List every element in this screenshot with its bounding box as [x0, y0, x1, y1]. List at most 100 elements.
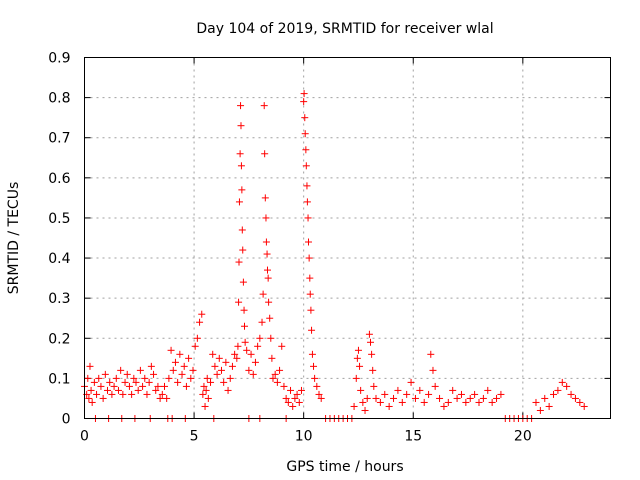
data-point — [357, 386, 365, 394]
data-point — [301, 130, 309, 138]
data-point — [302, 162, 310, 170]
data-point — [201, 402, 209, 410]
data-point — [169, 366, 177, 374]
data-point — [291, 394, 299, 402]
data-point — [88, 398, 96, 406]
data-point — [217, 366, 225, 374]
data-point — [359, 398, 367, 406]
data-point — [176, 350, 184, 358]
data-point — [372, 394, 380, 402]
data-point — [204, 394, 212, 402]
x-tick-label: 0 — [80, 429, 89, 445]
data-point — [134, 386, 142, 394]
data-point — [306, 290, 314, 298]
data-point — [99, 394, 107, 402]
data-point — [245, 366, 253, 374]
data-point — [440, 402, 448, 410]
data-point — [368, 350, 376, 358]
data-point — [317, 394, 325, 402]
data-point — [145, 378, 153, 386]
data-point — [236, 150, 244, 158]
data-point — [160, 382, 168, 390]
data-point — [202, 386, 210, 394]
data-point — [193, 334, 201, 342]
data-point — [262, 214, 270, 222]
data-point — [139, 382, 147, 390]
data-point — [264, 274, 272, 282]
y-tick-label: 0.4 — [48, 251, 70, 267]
data-point — [226, 374, 234, 382]
data-point — [308, 326, 316, 334]
data-point — [110, 382, 118, 390]
data-point — [444, 398, 452, 406]
data-point — [128, 390, 136, 398]
data-point — [449, 386, 457, 394]
data-point — [407, 378, 415, 386]
data-points — [81, 90, 588, 422]
data-point — [457, 390, 465, 398]
data-point — [256, 334, 264, 342]
data-point — [87, 386, 95, 394]
data-point — [273, 378, 281, 386]
data-point — [163, 394, 171, 402]
data-point — [238, 226, 246, 234]
data-point — [471, 390, 479, 398]
data-point — [297, 386, 305, 394]
data-point — [171, 358, 179, 366]
data-point — [235, 258, 243, 266]
data-point — [231, 350, 239, 358]
data-point — [233, 354, 241, 362]
data-point — [376, 398, 384, 406]
data-point — [411, 394, 419, 402]
data-point — [304, 238, 312, 246]
data-point — [261, 150, 269, 158]
data-point — [254, 342, 262, 350]
data-point — [420, 398, 428, 406]
data-point — [466, 394, 474, 402]
data-point — [200, 382, 208, 390]
data-point — [303, 198, 311, 206]
data-point — [416, 386, 424, 394]
data-point — [251, 358, 259, 366]
data-point — [484, 386, 492, 394]
data-point — [271, 370, 279, 378]
data-point — [462, 398, 470, 406]
data-point — [267, 334, 275, 342]
data-point — [130, 374, 138, 382]
data-point — [196, 318, 204, 326]
data-point — [235, 298, 243, 306]
x-tick-label: 10 — [295, 429, 313, 445]
data-point — [189, 366, 197, 374]
data-point — [165, 374, 173, 382]
x-axis-label: GPS time / hours — [286, 459, 403, 475]
data-point — [300, 98, 308, 106]
data-point — [260, 102, 268, 110]
data-point — [381, 390, 389, 398]
data-point — [108, 390, 116, 398]
data-point — [550, 390, 558, 398]
data-point — [141, 374, 149, 382]
data-point — [353, 354, 361, 362]
data-point — [152, 386, 160, 394]
data-point — [305, 254, 313, 262]
data-point — [394, 386, 402, 394]
y-tick-label: 0.8 — [48, 91, 70, 107]
data-point — [93, 390, 101, 398]
data-point — [304, 214, 312, 222]
data-point — [488, 398, 496, 406]
data-point — [213, 370, 221, 378]
data-point — [209, 350, 217, 358]
data-point — [302, 146, 310, 154]
chart-title: Day 104 of 2019, SRMTID for receiver wla… — [196, 21, 493, 37]
data-point — [261, 194, 269, 202]
data-point — [101, 370, 109, 378]
data-point — [235, 198, 243, 206]
data-point — [276, 366, 284, 374]
data-point — [571, 394, 579, 402]
data-point — [147, 362, 155, 370]
data-point — [156, 394, 164, 402]
data-point — [310, 362, 318, 370]
data-point — [580, 402, 588, 410]
data-point — [150, 370, 158, 378]
